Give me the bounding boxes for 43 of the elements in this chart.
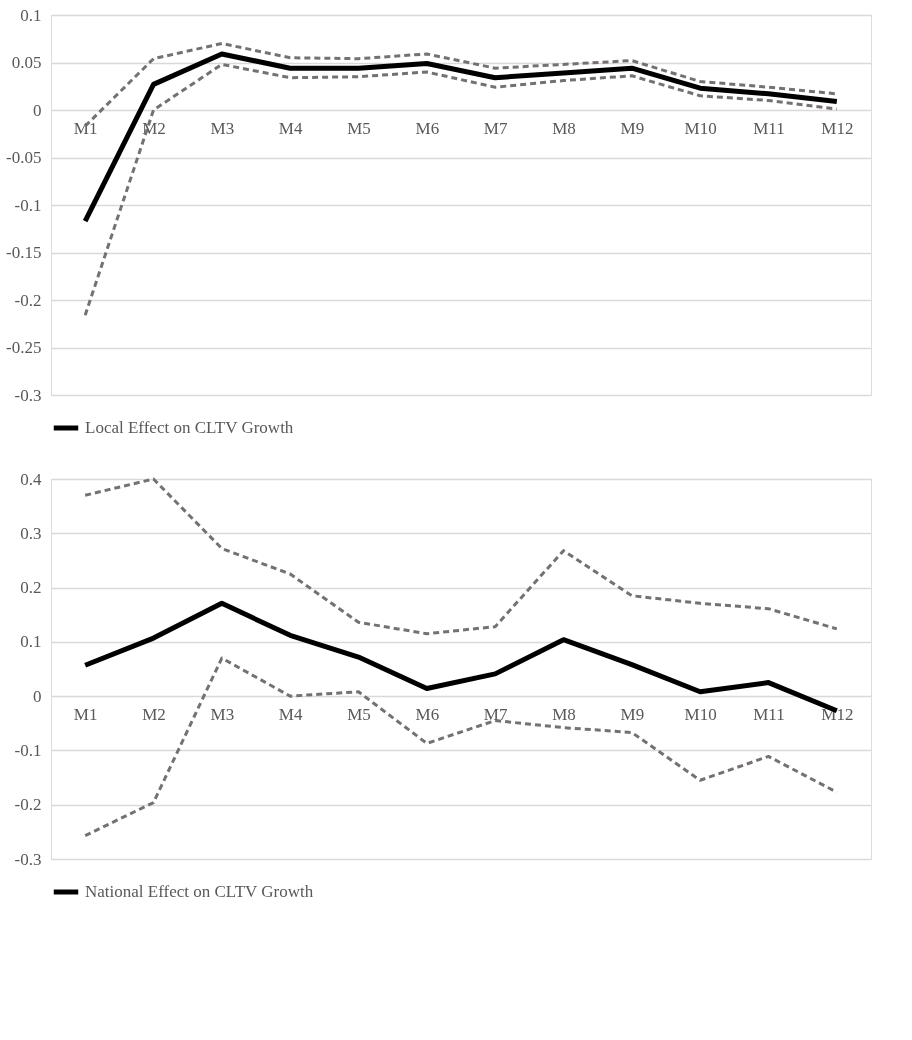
x-tick-label: M10 <box>684 704 717 724</box>
x-tick-label: M4 <box>278 118 303 138</box>
x-tick-label: M12 <box>821 118 854 138</box>
y-tick-label: 0.4 <box>20 469 42 489</box>
y-tick-label: -0.2 <box>14 290 42 310</box>
x-tick-label: M3 <box>210 118 235 138</box>
x-tick-label: M11 <box>753 118 785 138</box>
y-tick-label: -0.25 <box>6 338 42 357</box>
x-tick-label: M6 <box>415 118 440 138</box>
x-tick-label: M7 <box>483 118 508 138</box>
x-tick-label: M3 <box>210 704 235 724</box>
x-tick-label: M12 <box>821 704 854 724</box>
x-tick-label: M6 <box>415 704 440 724</box>
y-tick-label: 0.1 <box>20 632 42 652</box>
y-tick-label: -0.1 <box>14 740 42 760</box>
y-tick-label: -0.1 <box>14 195 42 215</box>
x-tick-label: M2 <box>142 704 166 724</box>
y-tick-label: -0.05 <box>6 148 42 167</box>
x-tick-label: M5 <box>347 704 371 724</box>
x-tick-label: M10 <box>684 118 717 138</box>
legend-label: National Effect on CLTV Growth <box>85 882 314 901</box>
legend-label: Local Effect on CLTV Growth <box>85 418 294 437</box>
x-tick-label: M4 <box>278 704 303 724</box>
y-tick-label: 0 <box>33 100 42 120</box>
x-tick-label: M9 <box>620 704 645 724</box>
line-series <box>83 477 839 636</box>
y-tick-label: -0.15 <box>6 243 42 262</box>
x-tick-label: M11 <box>753 704 785 724</box>
y-tick-label: 0.3 <box>20 523 42 543</box>
y-tick-label: 0.05 <box>11 53 42 72</box>
y-tick-label: -0.3 <box>14 385 42 405</box>
y-tick-label: -0.2 <box>14 795 42 815</box>
x-tick-label: M2 <box>142 118 166 138</box>
x-tick-label: M8 <box>552 118 576 138</box>
x-tick-label: M1 <box>73 704 98 724</box>
y-tick-label: 0 <box>33 686 42 706</box>
x-tick-label: M5 <box>347 118 371 138</box>
x-tick-label: M7 <box>483 704 508 724</box>
y-tick-label: -0.3 <box>14 849 42 869</box>
x-tick-label: M9 <box>620 118 645 138</box>
x-tick-label: M8 <box>552 704 576 724</box>
y-tick-label: 0.1 <box>20 5 42 25</box>
y-tick-label: 0.2 <box>20 578 42 598</box>
